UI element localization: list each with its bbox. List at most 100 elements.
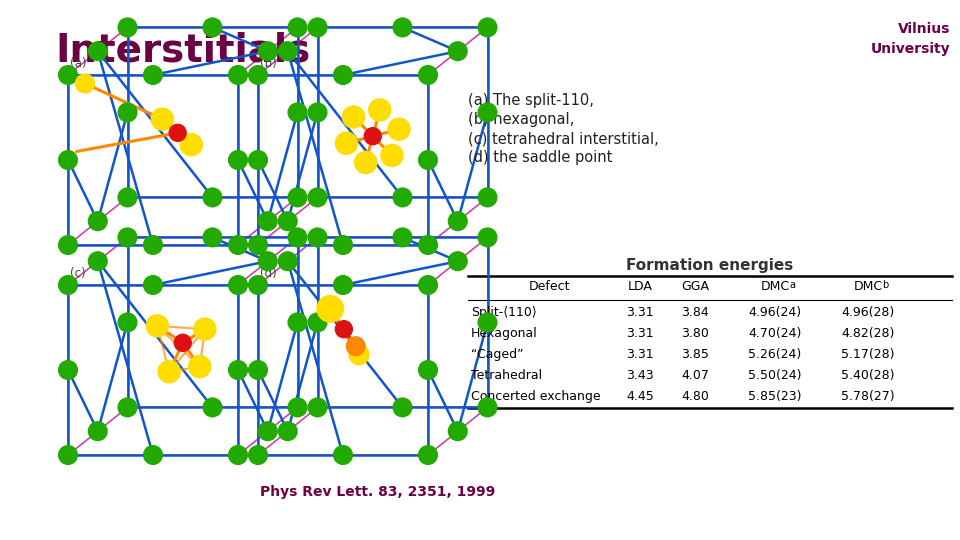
Circle shape (204, 18, 222, 37)
Text: LDA: LDA (628, 280, 653, 293)
Circle shape (88, 212, 108, 231)
Text: 4.96(28): 4.96(28) (841, 306, 895, 319)
Text: 5.85(23): 5.85(23) (748, 390, 802, 403)
Circle shape (478, 398, 497, 417)
Circle shape (288, 188, 307, 207)
Text: 3.31: 3.31 (626, 327, 654, 340)
Text: 4.45: 4.45 (626, 390, 654, 403)
Text: 3.84: 3.84 (682, 306, 708, 319)
Text: Tetrahedral: Tetrahedral (471, 369, 542, 382)
Circle shape (169, 124, 186, 141)
Circle shape (204, 228, 222, 247)
Circle shape (228, 235, 248, 254)
Circle shape (288, 228, 307, 247)
Circle shape (118, 228, 137, 247)
Text: 3.31: 3.31 (626, 306, 654, 319)
Circle shape (448, 252, 468, 271)
Circle shape (228, 361, 248, 379)
Text: 4.70(24): 4.70(24) (748, 327, 802, 340)
Text: DMC: DMC (760, 280, 789, 293)
Circle shape (175, 334, 191, 352)
Circle shape (258, 422, 277, 441)
Text: Interstitials: Interstitials (55, 32, 310, 70)
Circle shape (381, 144, 403, 166)
Circle shape (118, 103, 137, 122)
Text: 3.43: 3.43 (626, 369, 654, 382)
Circle shape (335, 321, 352, 338)
Circle shape (59, 66, 78, 84)
Text: DMC: DMC (853, 280, 882, 293)
Circle shape (118, 313, 137, 332)
Text: Concerted exchange: Concerted exchange (471, 390, 601, 403)
Circle shape (59, 446, 78, 464)
Text: 3.80: 3.80 (681, 327, 708, 340)
Text: 5.40(28): 5.40(28) (841, 369, 895, 382)
Circle shape (334, 66, 352, 84)
Text: 4.80: 4.80 (681, 390, 708, 403)
Circle shape (249, 361, 267, 379)
Circle shape (228, 446, 248, 464)
Circle shape (419, 275, 438, 294)
Text: (a): (a) (70, 57, 86, 70)
Text: b: b (882, 280, 888, 290)
Circle shape (278, 422, 297, 441)
Text: Formation energies: Formation energies (626, 258, 794, 273)
Text: Split-⟨110⟩: Split-⟨110⟩ (471, 306, 537, 319)
Circle shape (308, 398, 326, 417)
Circle shape (288, 313, 307, 332)
Circle shape (419, 446, 438, 464)
Circle shape (394, 18, 412, 37)
Text: (d): (d) (260, 267, 276, 280)
Text: 5.17(28): 5.17(28) (841, 348, 895, 361)
Text: Hexagonal: Hexagonal (471, 327, 538, 340)
Circle shape (152, 108, 174, 130)
Circle shape (278, 212, 297, 231)
Circle shape (228, 66, 248, 84)
Circle shape (419, 235, 438, 254)
Circle shape (180, 133, 203, 156)
Circle shape (288, 103, 307, 122)
Circle shape (394, 188, 412, 207)
Circle shape (419, 361, 438, 379)
Text: 4.82(28): 4.82(28) (841, 327, 895, 340)
Circle shape (144, 66, 162, 84)
Circle shape (478, 228, 497, 247)
Circle shape (278, 42, 297, 60)
Circle shape (347, 337, 365, 355)
Text: 4.07: 4.07 (681, 369, 708, 382)
Circle shape (308, 18, 326, 37)
Text: “Caged”: “Caged” (471, 348, 523, 361)
Circle shape (189, 355, 211, 377)
Circle shape (334, 275, 352, 294)
Circle shape (308, 313, 326, 332)
Circle shape (59, 151, 78, 170)
Circle shape (118, 18, 137, 37)
Circle shape (335, 132, 357, 154)
Circle shape (317, 295, 344, 322)
Circle shape (308, 103, 326, 122)
Circle shape (144, 446, 162, 464)
Circle shape (59, 275, 78, 294)
Text: Phys Rev Lett. 83, 2351, 1999: Phys Rev Lett. 83, 2351, 1999 (260, 485, 495, 499)
Text: 4.96(24): 4.96(24) (749, 306, 802, 319)
Circle shape (228, 275, 248, 294)
Circle shape (388, 118, 410, 140)
Circle shape (288, 18, 307, 37)
Circle shape (478, 188, 497, 207)
Circle shape (258, 212, 277, 231)
Text: 5.26(24): 5.26(24) (749, 348, 802, 361)
Circle shape (204, 188, 222, 207)
Circle shape (249, 151, 267, 170)
Text: (b): (b) (260, 57, 276, 70)
Circle shape (144, 235, 162, 254)
Circle shape (394, 398, 412, 417)
Circle shape (448, 422, 468, 441)
Circle shape (419, 66, 438, 84)
Circle shape (204, 398, 222, 417)
Text: GGA: GGA (681, 280, 709, 293)
Circle shape (88, 42, 108, 60)
Circle shape (158, 361, 180, 383)
Circle shape (364, 127, 381, 145)
Text: 3.31: 3.31 (626, 348, 654, 361)
Circle shape (118, 398, 137, 417)
